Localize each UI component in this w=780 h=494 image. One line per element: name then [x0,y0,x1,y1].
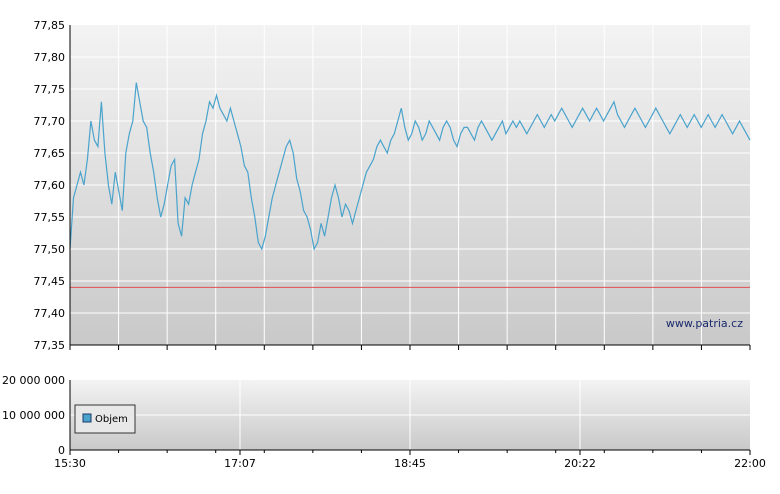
price-y-tick-label: 77,85 [34,19,66,32]
price-y-tick-label: 77,55 [34,211,66,224]
legend-swatch-objem [82,413,92,423]
volume-x-tick-label: 20:22 [564,457,596,470]
price-x-ticks [69,345,751,350]
price-y-tick-label: 77,50 [34,243,66,256]
price-y-tick-label: 77,75 [34,83,66,96]
volume-x-tick-label: 18:45 [394,457,426,470]
volume-y-tick-label: 10 000 000 [2,409,65,422]
volume-y-ticks: 20 000 000 10 000 000 0 [2,374,65,457]
volume-x-tick-label: 22:00 [734,457,766,470]
volume-grid [70,380,750,450]
price-series-line [69,82,751,251]
price-y-tick-label: 77,35 [34,339,66,352]
watermark: www.patria.cz [666,317,743,330]
price-y-tick-label: 77,65 [34,147,66,160]
price-y-tick-label: 77,40 [34,307,66,320]
volume-y-tick-label: 20 000 000 [2,374,65,387]
price-y-tick-label: 77,45 [34,275,66,288]
price-y-ticks: 77,85 77,80 77,75 77,70 77,65 77,60 77,55 77,50… [34,19,66,352]
price-y-tick-label: 77,80 [34,51,66,64]
price-y-tick-label: 77,70 [34,115,66,128]
price-y-tick-label: 77,60 [34,179,66,192]
volume-x-tick-label: 15:30 [54,457,86,470]
volume-x-ticks: 15:30 17:07 18:45 20:22 22:00 [54,450,766,470]
legend-label-objem: Objem [95,414,128,425]
volume-y-tick-label: 0 [58,444,65,457]
volume-x-tick-label: 17:07 [224,457,256,470]
